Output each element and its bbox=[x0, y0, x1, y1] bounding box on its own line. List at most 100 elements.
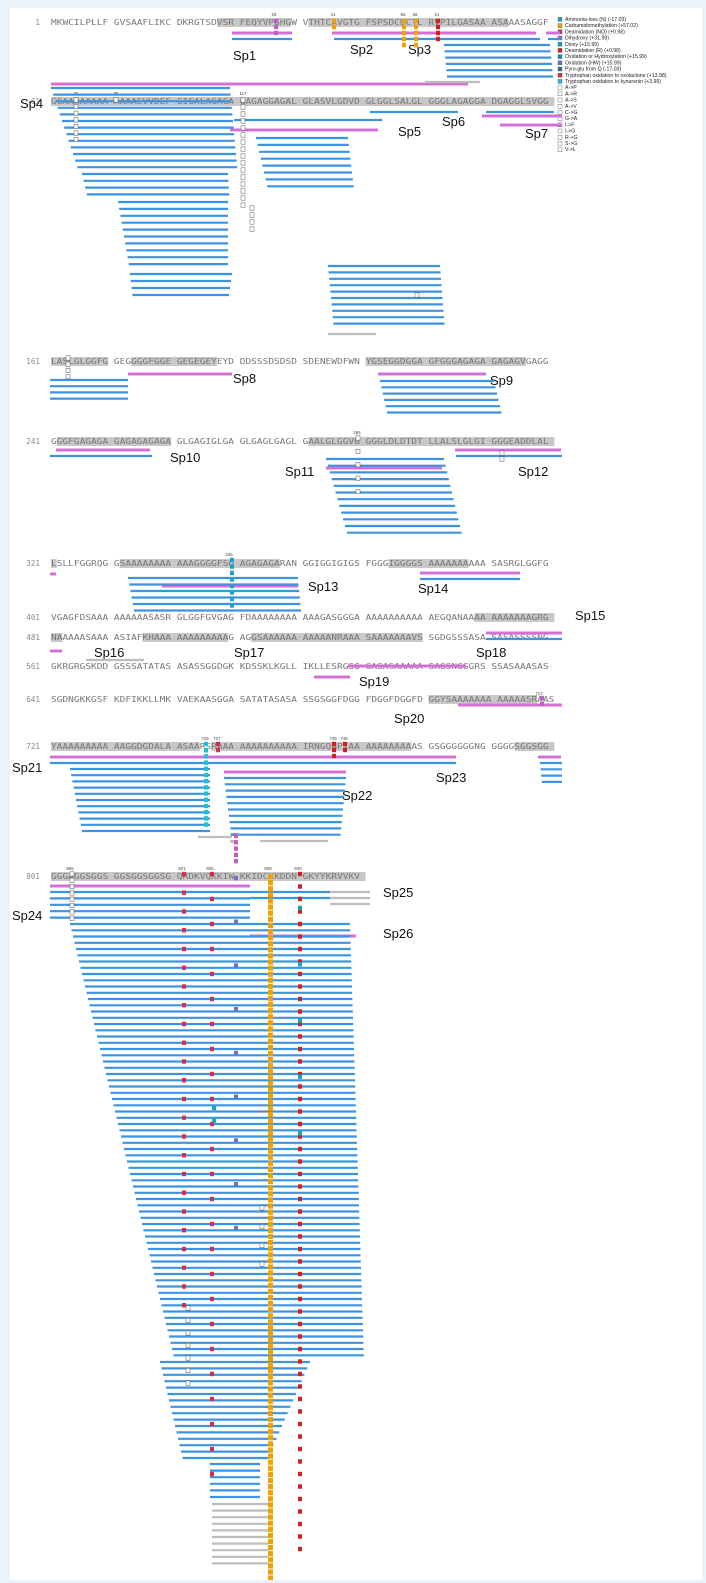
substitution-marker bbox=[240, 111, 246, 117]
modification-marker bbox=[234, 1050, 238, 1056]
legend-swatch bbox=[557, 66, 563, 72]
legend-swatch bbox=[557, 97, 563, 103]
modification-marker bbox=[268, 941, 273, 947]
modification-marker bbox=[268, 959, 273, 965]
modification-marker bbox=[204, 748, 208, 753]
modification-marker bbox=[268, 1416, 273, 1423]
modification-marker bbox=[268, 1288, 273, 1294]
modification-marker bbox=[210, 1271, 214, 1277]
substitution-marker bbox=[65, 367, 71, 373]
modification-marker bbox=[298, 1259, 302, 1264]
modification-marker bbox=[212, 1105, 216, 1111]
modification-marker bbox=[298, 1471, 302, 1477]
modification-marker bbox=[268, 1557, 273, 1563]
modification-marker bbox=[230, 564, 234, 569]
sequence-text: GKRGRGSKDD GSSSATATAS ASASSGGDGK KDSSKLK… bbox=[51, 662, 549, 671]
sequence-highlight bbox=[51, 872, 366, 881]
modification-marker bbox=[332, 18, 336, 24]
substitution-marker bbox=[355, 435, 361, 441]
substitution-marker bbox=[240, 97, 246, 103]
modification-marker bbox=[268, 1398, 273, 1404]
modification-marker bbox=[268, 1441, 273, 1447]
modification-position: 745 bbox=[329, 736, 337, 741]
substitution-marker bbox=[69, 909, 75, 915]
substitution-marker bbox=[259, 1261, 265, 1267]
modification-marker bbox=[210, 1246, 214, 1252]
substitution-marker bbox=[73, 117, 79, 123]
modification-position: 345 bbox=[225, 552, 233, 557]
modification-marker bbox=[298, 1321, 302, 1327]
modification-marker bbox=[268, 953, 273, 959]
substitution-marker bbox=[69, 915, 75, 921]
legend-label: Deamidation (NQ) (+0.98) bbox=[565, 29, 625, 35]
modification-marker bbox=[230, 577, 234, 582]
modification-marker bbox=[204, 760, 208, 765]
substitution-marker bbox=[240, 132, 246, 138]
substitution-marker bbox=[355, 489, 361, 495]
modification-marker bbox=[268, 1392, 273, 1398]
substitution-marker bbox=[240, 188, 246, 194]
modification-marker bbox=[298, 1546, 302, 1552]
modification-marker bbox=[268, 1179, 273, 1185]
residue-number: 161 bbox=[26, 357, 40, 366]
modification-marker bbox=[268, 1477, 273, 1484]
modification-position: 746 bbox=[340, 736, 348, 741]
modification-marker bbox=[402, 24, 406, 30]
modification-marker bbox=[182, 1265, 186, 1270]
sequence-text: SGDNGKKGSF KDFIKKLLMK VAEKAASGGA SATATAS… bbox=[51, 695, 555, 704]
legend-swatch bbox=[557, 134, 563, 140]
substitution-marker bbox=[185, 1305, 191, 1311]
sequence-highlight bbox=[514, 742, 555, 751]
modification-marker bbox=[182, 909, 186, 914]
modification-position: 821 bbox=[178, 866, 186, 871]
modification-marker bbox=[298, 1084, 302, 1089]
modification-marker bbox=[182, 1021, 186, 1027]
modification-marker bbox=[182, 1096, 186, 1102]
modification-marker bbox=[204, 803, 208, 809]
peptide-label: Sp9 bbox=[490, 373, 513, 388]
modification-position: 725 bbox=[201, 736, 209, 741]
modification-marker bbox=[298, 962, 302, 967]
modification-marker bbox=[268, 1301, 273, 1307]
modification-marker bbox=[268, 1215, 273, 1221]
peptide-label: Sp25 bbox=[383, 885, 413, 900]
modification-marker bbox=[210, 1471, 214, 1477]
legend-swatch bbox=[557, 23, 563, 28]
sequence-highlight bbox=[428, 695, 538, 704]
modification-marker bbox=[268, 916, 273, 922]
modification-marker bbox=[402, 18, 406, 24]
peptide-label: Sp23 bbox=[436, 770, 466, 785]
modification-marker bbox=[268, 1490, 273, 1496]
modification-marker bbox=[268, 1502, 273, 1508]
substitution-marker bbox=[355, 448, 361, 454]
substitution-marker bbox=[185, 1380, 191, 1386]
modification-marker bbox=[230, 590, 234, 595]
modification-marker bbox=[230, 596, 234, 602]
modification-marker bbox=[298, 905, 302, 911]
substitution-marker bbox=[240, 146, 246, 152]
modification-marker bbox=[436, 30, 440, 36]
legend-swatch bbox=[557, 72, 563, 78]
modification-marker bbox=[268, 947, 273, 953]
modification-marker bbox=[268, 1563, 273, 1569]
peptide-label: Sp10 bbox=[170, 450, 200, 465]
modification-marker bbox=[298, 896, 302, 902]
modification-marker bbox=[268, 1447, 273, 1453]
substitution-marker bbox=[69, 871, 75, 877]
modification-marker bbox=[298, 1409, 302, 1414]
modification-marker bbox=[182, 871, 186, 877]
substitution-marker bbox=[73, 97, 79, 103]
modification-marker bbox=[210, 1121, 214, 1127]
modification-marker bbox=[268, 1105, 273, 1111]
modification-marker bbox=[268, 1172, 273, 1179]
modification-marker bbox=[268, 1282, 273, 1288]
legend-label: C->G bbox=[565, 110, 578, 116]
substitution-marker bbox=[185, 1343, 191, 1348]
modification-position: 41 bbox=[331, 12, 336, 17]
modification-marker bbox=[298, 1018, 302, 1023]
substitution-marker bbox=[240, 139, 246, 145]
legend-label: Deamidation (R) (+0.98) bbox=[565, 48, 621, 54]
modification-marker bbox=[298, 1159, 302, 1164]
sequence-highlight bbox=[51, 742, 200, 751]
modification-marker bbox=[182, 1059, 186, 1064]
